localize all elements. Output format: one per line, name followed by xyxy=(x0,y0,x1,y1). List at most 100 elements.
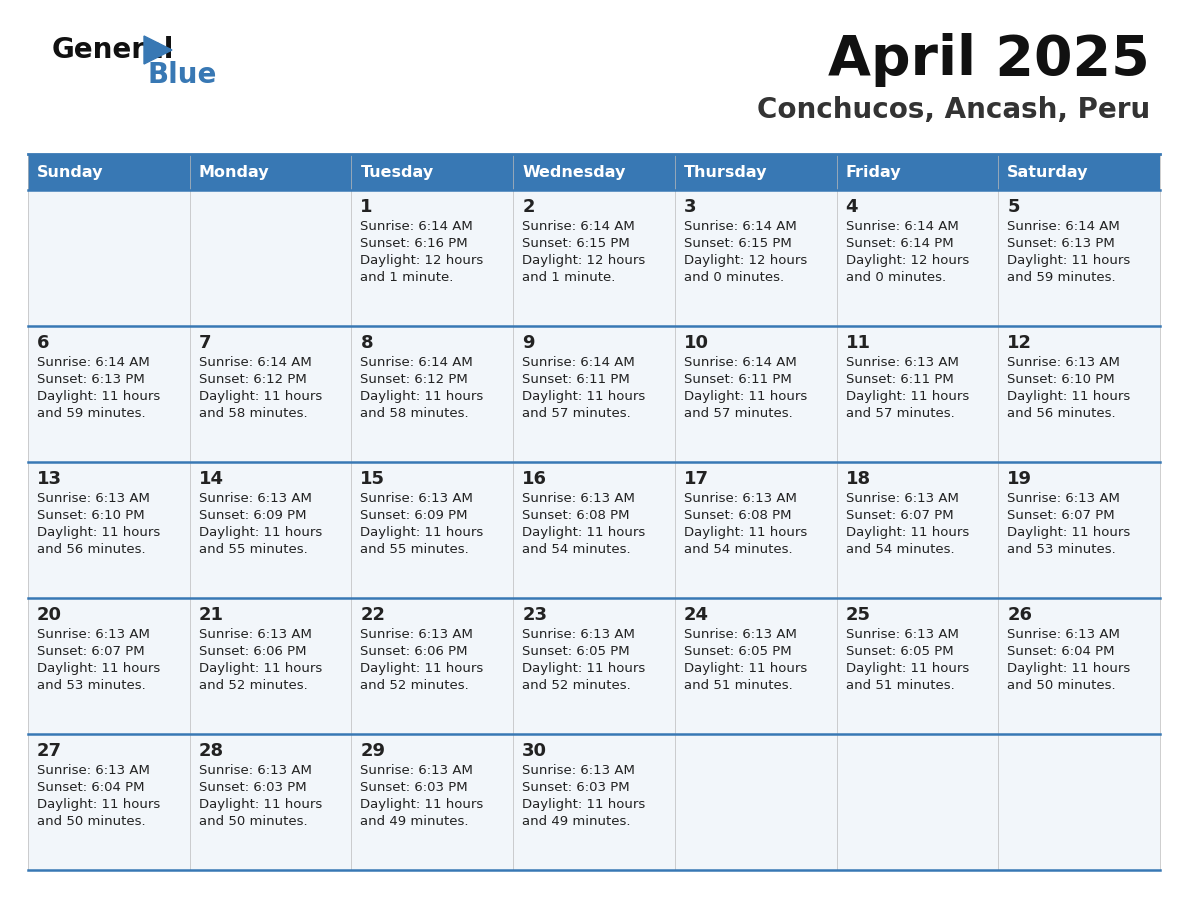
Text: 16: 16 xyxy=(523,470,548,488)
Text: 11: 11 xyxy=(846,334,871,352)
Text: Daylight: 11 hours: Daylight: 11 hours xyxy=(1007,662,1131,675)
Bar xyxy=(513,462,675,598)
Text: 29: 29 xyxy=(360,742,385,760)
Text: Sunset: 6:11 PM: Sunset: 6:11 PM xyxy=(523,373,630,386)
Bar xyxy=(998,154,1159,190)
Text: 14: 14 xyxy=(198,470,223,488)
Bar xyxy=(29,190,190,326)
Text: Sunset: 6:04 PM: Sunset: 6:04 PM xyxy=(1007,645,1114,658)
Polygon shape xyxy=(144,36,172,64)
Bar xyxy=(352,154,513,190)
Text: and 57 minutes.: and 57 minutes. xyxy=(846,407,954,420)
Text: 15: 15 xyxy=(360,470,385,488)
Text: Sunrise: 6:13 AM: Sunrise: 6:13 AM xyxy=(198,492,311,505)
Text: and 53 minutes.: and 53 minutes. xyxy=(1007,543,1116,556)
Bar xyxy=(190,154,352,190)
Text: 28: 28 xyxy=(198,742,223,760)
Bar xyxy=(513,154,675,190)
Text: 22: 22 xyxy=(360,606,385,624)
Text: 23: 23 xyxy=(523,606,548,624)
Text: and 0 minutes.: and 0 minutes. xyxy=(846,271,946,284)
Bar xyxy=(352,190,513,326)
Bar xyxy=(675,598,836,734)
Text: Sunset: 6:13 PM: Sunset: 6:13 PM xyxy=(37,373,145,386)
Text: Daylight: 12 hours: Daylight: 12 hours xyxy=(684,254,807,267)
Text: Sunrise: 6:13 AM: Sunrise: 6:13 AM xyxy=(360,492,473,505)
Text: and 56 minutes.: and 56 minutes. xyxy=(1007,407,1116,420)
Text: Sunset: 6:12 PM: Sunset: 6:12 PM xyxy=(198,373,307,386)
Text: and 0 minutes.: and 0 minutes. xyxy=(684,271,784,284)
Text: Daylight: 11 hours: Daylight: 11 hours xyxy=(684,526,807,539)
Bar xyxy=(190,462,352,598)
Bar xyxy=(675,326,836,462)
Text: Sunset: 6:09 PM: Sunset: 6:09 PM xyxy=(198,509,307,522)
Bar xyxy=(998,190,1159,326)
Text: Daylight: 11 hours: Daylight: 11 hours xyxy=(1007,254,1131,267)
Text: Daylight: 11 hours: Daylight: 11 hours xyxy=(198,798,322,811)
Bar xyxy=(675,462,836,598)
Text: Daylight: 12 hours: Daylight: 12 hours xyxy=(523,254,645,267)
Text: Thursday: Thursday xyxy=(684,164,767,180)
Text: 25: 25 xyxy=(846,606,871,624)
Bar xyxy=(998,326,1159,462)
Text: Sunrise: 6:13 AM: Sunrise: 6:13 AM xyxy=(846,356,959,369)
Text: and 55 minutes.: and 55 minutes. xyxy=(198,543,308,556)
Text: and 57 minutes.: and 57 minutes. xyxy=(684,407,792,420)
Bar xyxy=(190,326,352,462)
Text: Daylight: 11 hours: Daylight: 11 hours xyxy=(198,662,322,675)
Text: and 54 minutes.: and 54 minutes. xyxy=(846,543,954,556)
Text: Daylight: 11 hours: Daylight: 11 hours xyxy=(198,526,322,539)
Text: 19: 19 xyxy=(1007,470,1032,488)
Text: Sunrise: 6:13 AM: Sunrise: 6:13 AM xyxy=(37,492,150,505)
Text: April 2025: April 2025 xyxy=(828,33,1150,87)
Bar xyxy=(352,462,513,598)
Text: Sunset: 6:15 PM: Sunset: 6:15 PM xyxy=(684,237,791,250)
Text: Sunrise: 6:13 AM: Sunrise: 6:13 AM xyxy=(523,764,636,777)
Bar xyxy=(836,326,998,462)
Text: Sunrise: 6:13 AM: Sunrise: 6:13 AM xyxy=(360,628,473,641)
Text: Sunset: 6:11 PM: Sunset: 6:11 PM xyxy=(684,373,791,386)
Text: Sunrise: 6:13 AM: Sunrise: 6:13 AM xyxy=(360,764,473,777)
Text: Sunrise: 6:14 AM: Sunrise: 6:14 AM xyxy=(523,356,634,369)
Bar xyxy=(29,734,190,870)
Text: Daylight: 11 hours: Daylight: 11 hours xyxy=(360,526,484,539)
Text: and 57 minutes.: and 57 minutes. xyxy=(523,407,631,420)
Text: Sunset: 6:05 PM: Sunset: 6:05 PM xyxy=(846,645,953,658)
Text: Daylight: 12 hours: Daylight: 12 hours xyxy=(360,254,484,267)
Text: Sunset: 6:11 PM: Sunset: 6:11 PM xyxy=(846,373,953,386)
Text: Wednesday: Wednesday xyxy=(523,164,626,180)
Text: Daylight: 11 hours: Daylight: 11 hours xyxy=(523,390,645,403)
Text: Sunrise: 6:13 AM: Sunrise: 6:13 AM xyxy=(846,492,959,505)
Text: Sunrise: 6:13 AM: Sunrise: 6:13 AM xyxy=(37,628,150,641)
Bar xyxy=(352,734,513,870)
Text: Monday: Monday xyxy=(198,164,270,180)
Bar xyxy=(513,190,675,326)
Text: Sunset: 6:03 PM: Sunset: 6:03 PM xyxy=(523,781,630,794)
Text: Sunset: 6:05 PM: Sunset: 6:05 PM xyxy=(684,645,791,658)
Text: Sunset: 6:15 PM: Sunset: 6:15 PM xyxy=(523,237,630,250)
Bar xyxy=(675,734,836,870)
Bar xyxy=(29,154,190,190)
Text: and 54 minutes.: and 54 minutes. xyxy=(684,543,792,556)
Text: and 52 minutes.: and 52 minutes. xyxy=(523,679,631,692)
Text: Daylight: 11 hours: Daylight: 11 hours xyxy=(846,390,969,403)
Text: Sunset: 6:16 PM: Sunset: 6:16 PM xyxy=(360,237,468,250)
Bar xyxy=(675,190,836,326)
Text: Sunset: 6:07 PM: Sunset: 6:07 PM xyxy=(846,509,953,522)
Text: 20: 20 xyxy=(37,606,62,624)
Text: 8: 8 xyxy=(360,334,373,352)
Text: Daylight: 11 hours: Daylight: 11 hours xyxy=(523,526,645,539)
Text: Saturday: Saturday xyxy=(1007,164,1088,180)
Text: and 58 minutes.: and 58 minutes. xyxy=(360,407,469,420)
Text: and 59 minutes.: and 59 minutes. xyxy=(37,407,146,420)
Text: Daylight: 11 hours: Daylight: 11 hours xyxy=(360,798,484,811)
Text: 27: 27 xyxy=(37,742,62,760)
Text: Sunset: 6:08 PM: Sunset: 6:08 PM xyxy=(523,509,630,522)
Text: 26: 26 xyxy=(1007,606,1032,624)
Text: and 1 minute.: and 1 minute. xyxy=(360,271,454,284)
Bar xyxy=(513,326,675,462)
Text: Daylight: 11 hours: Daylight: 11 hours xyxy=(360,390,484,403)
Text: and 50 minutes.: and 50 minutes. xyxy=(37,815,146,828)
Text: and 51 minutes.: and 51 minutes. xyxy=(846,679,954,692)
Text: Sunset: 6:10 PM: Sunset: 6:10 PM xyxy=(1007,373,1114,386)
